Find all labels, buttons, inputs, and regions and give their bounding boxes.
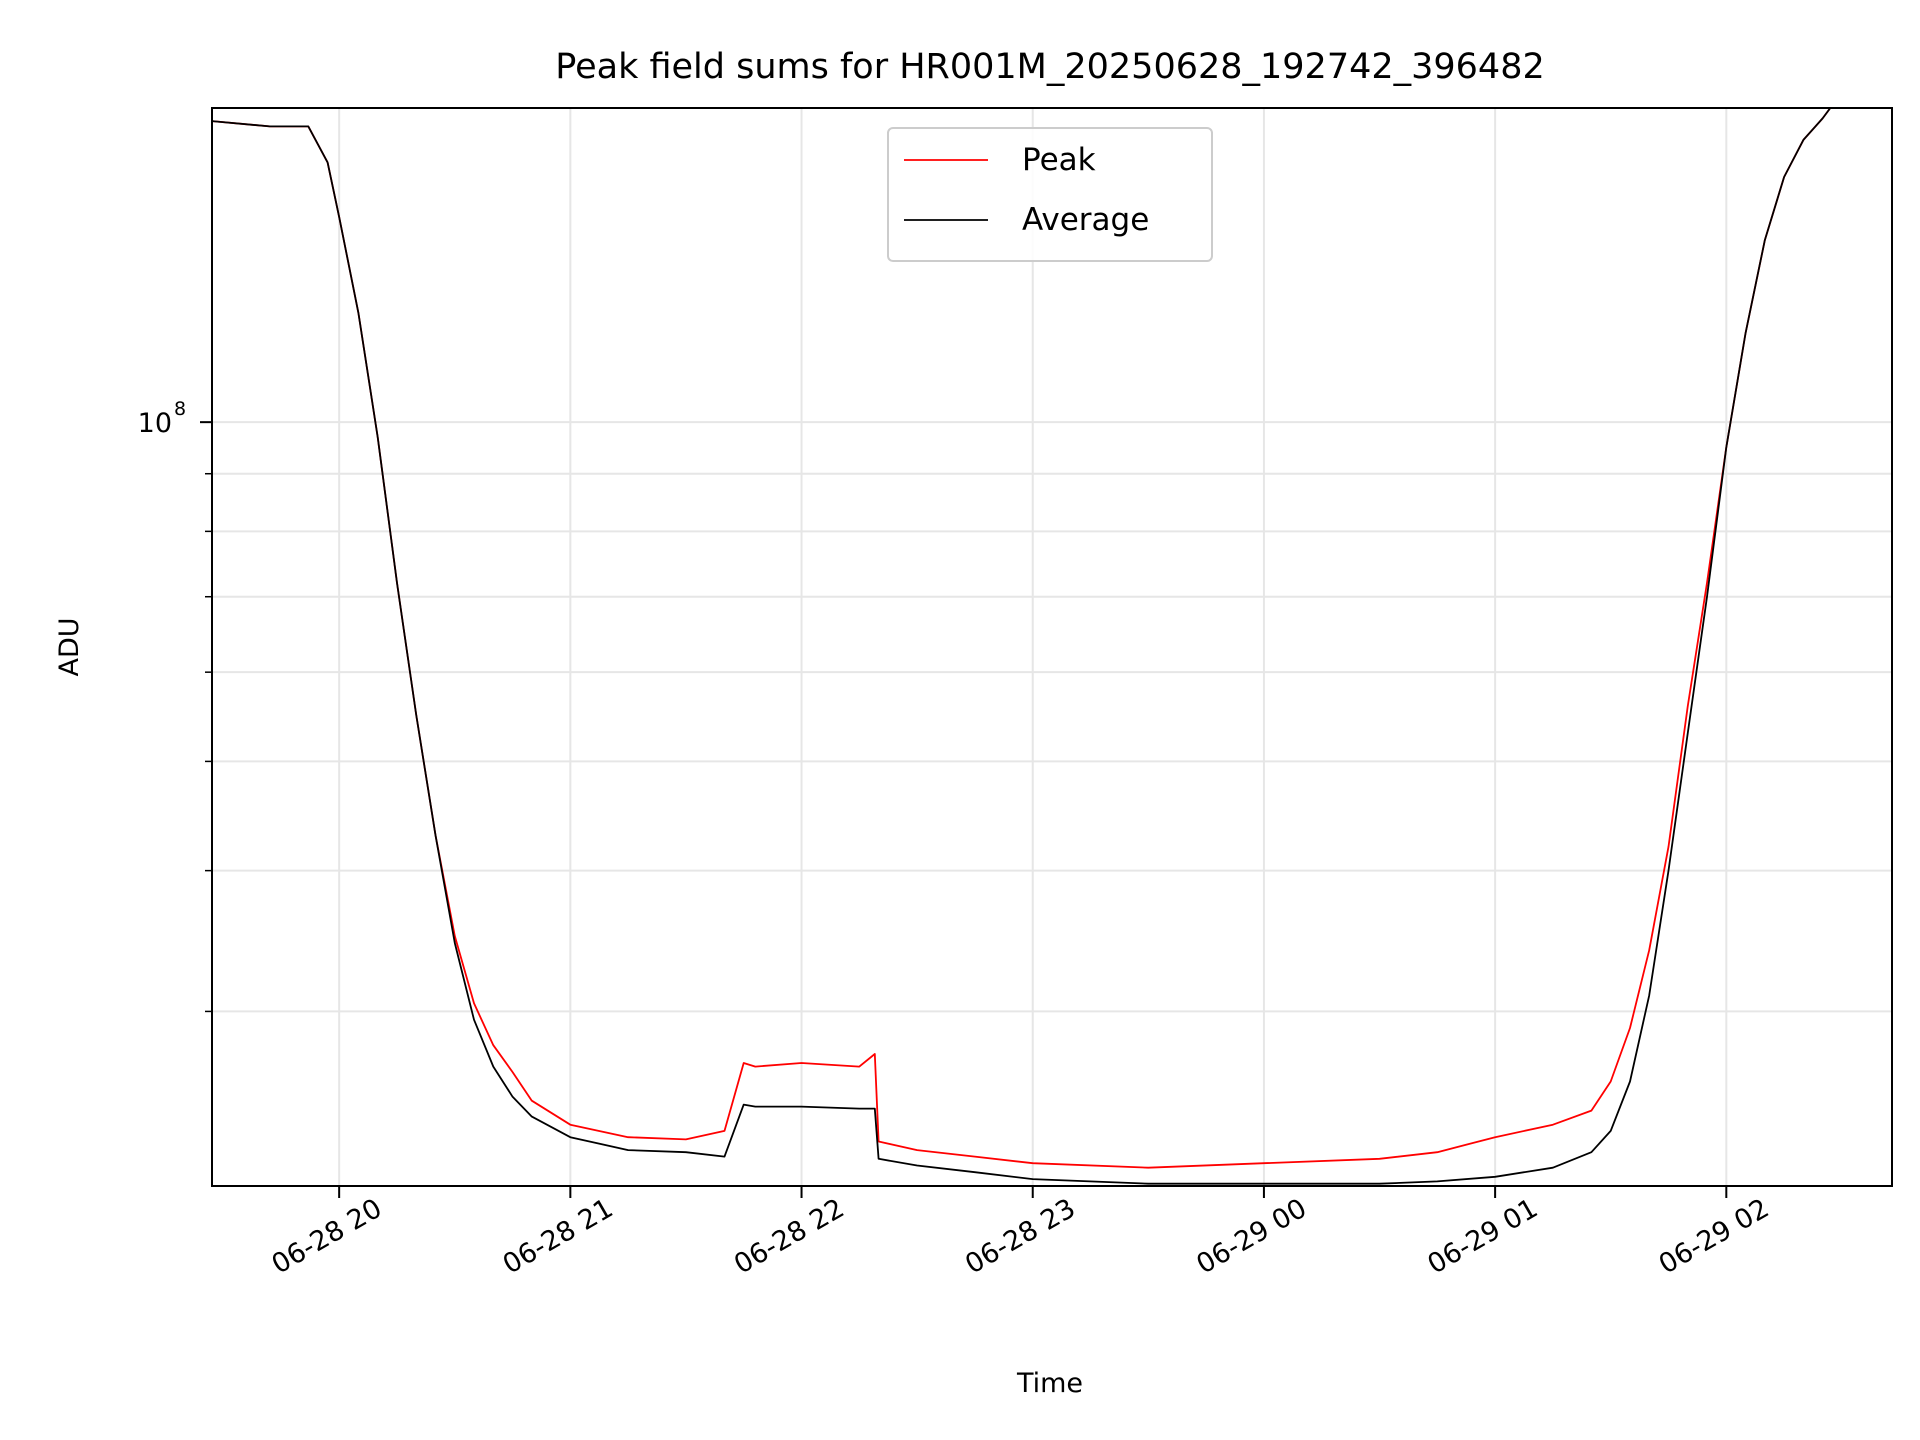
x-axis-label: Time: [1016, 1368, 1083, 1399]
series-lines: [212, 108, 1892, 1185]
grid-lines: [212, 108, 1892, 1186]
chart-title: Peak field sums for HR001M_20250628_1927…: [555, 47, 1545, 87]
legend-box: [887, 127, 1213, 262]
legend: Peak Average: [887, 127, 1213, 262]
series-line-average: [212, 108, 1892, 1185]
y-tick-label: 10: [138, 408, 172, 439]
plot-frame: [211, 107, 1893, 1187]
y-axis-label: ADU: [54, 617, 85, 676]
legend-label-average: Average: [1022, 202, 1149, 238]
legend-label-peak: Peak: [1022, 142, 1096, 178]
y-tick-label-exponent: 8: [174, 398, 186, 420]
